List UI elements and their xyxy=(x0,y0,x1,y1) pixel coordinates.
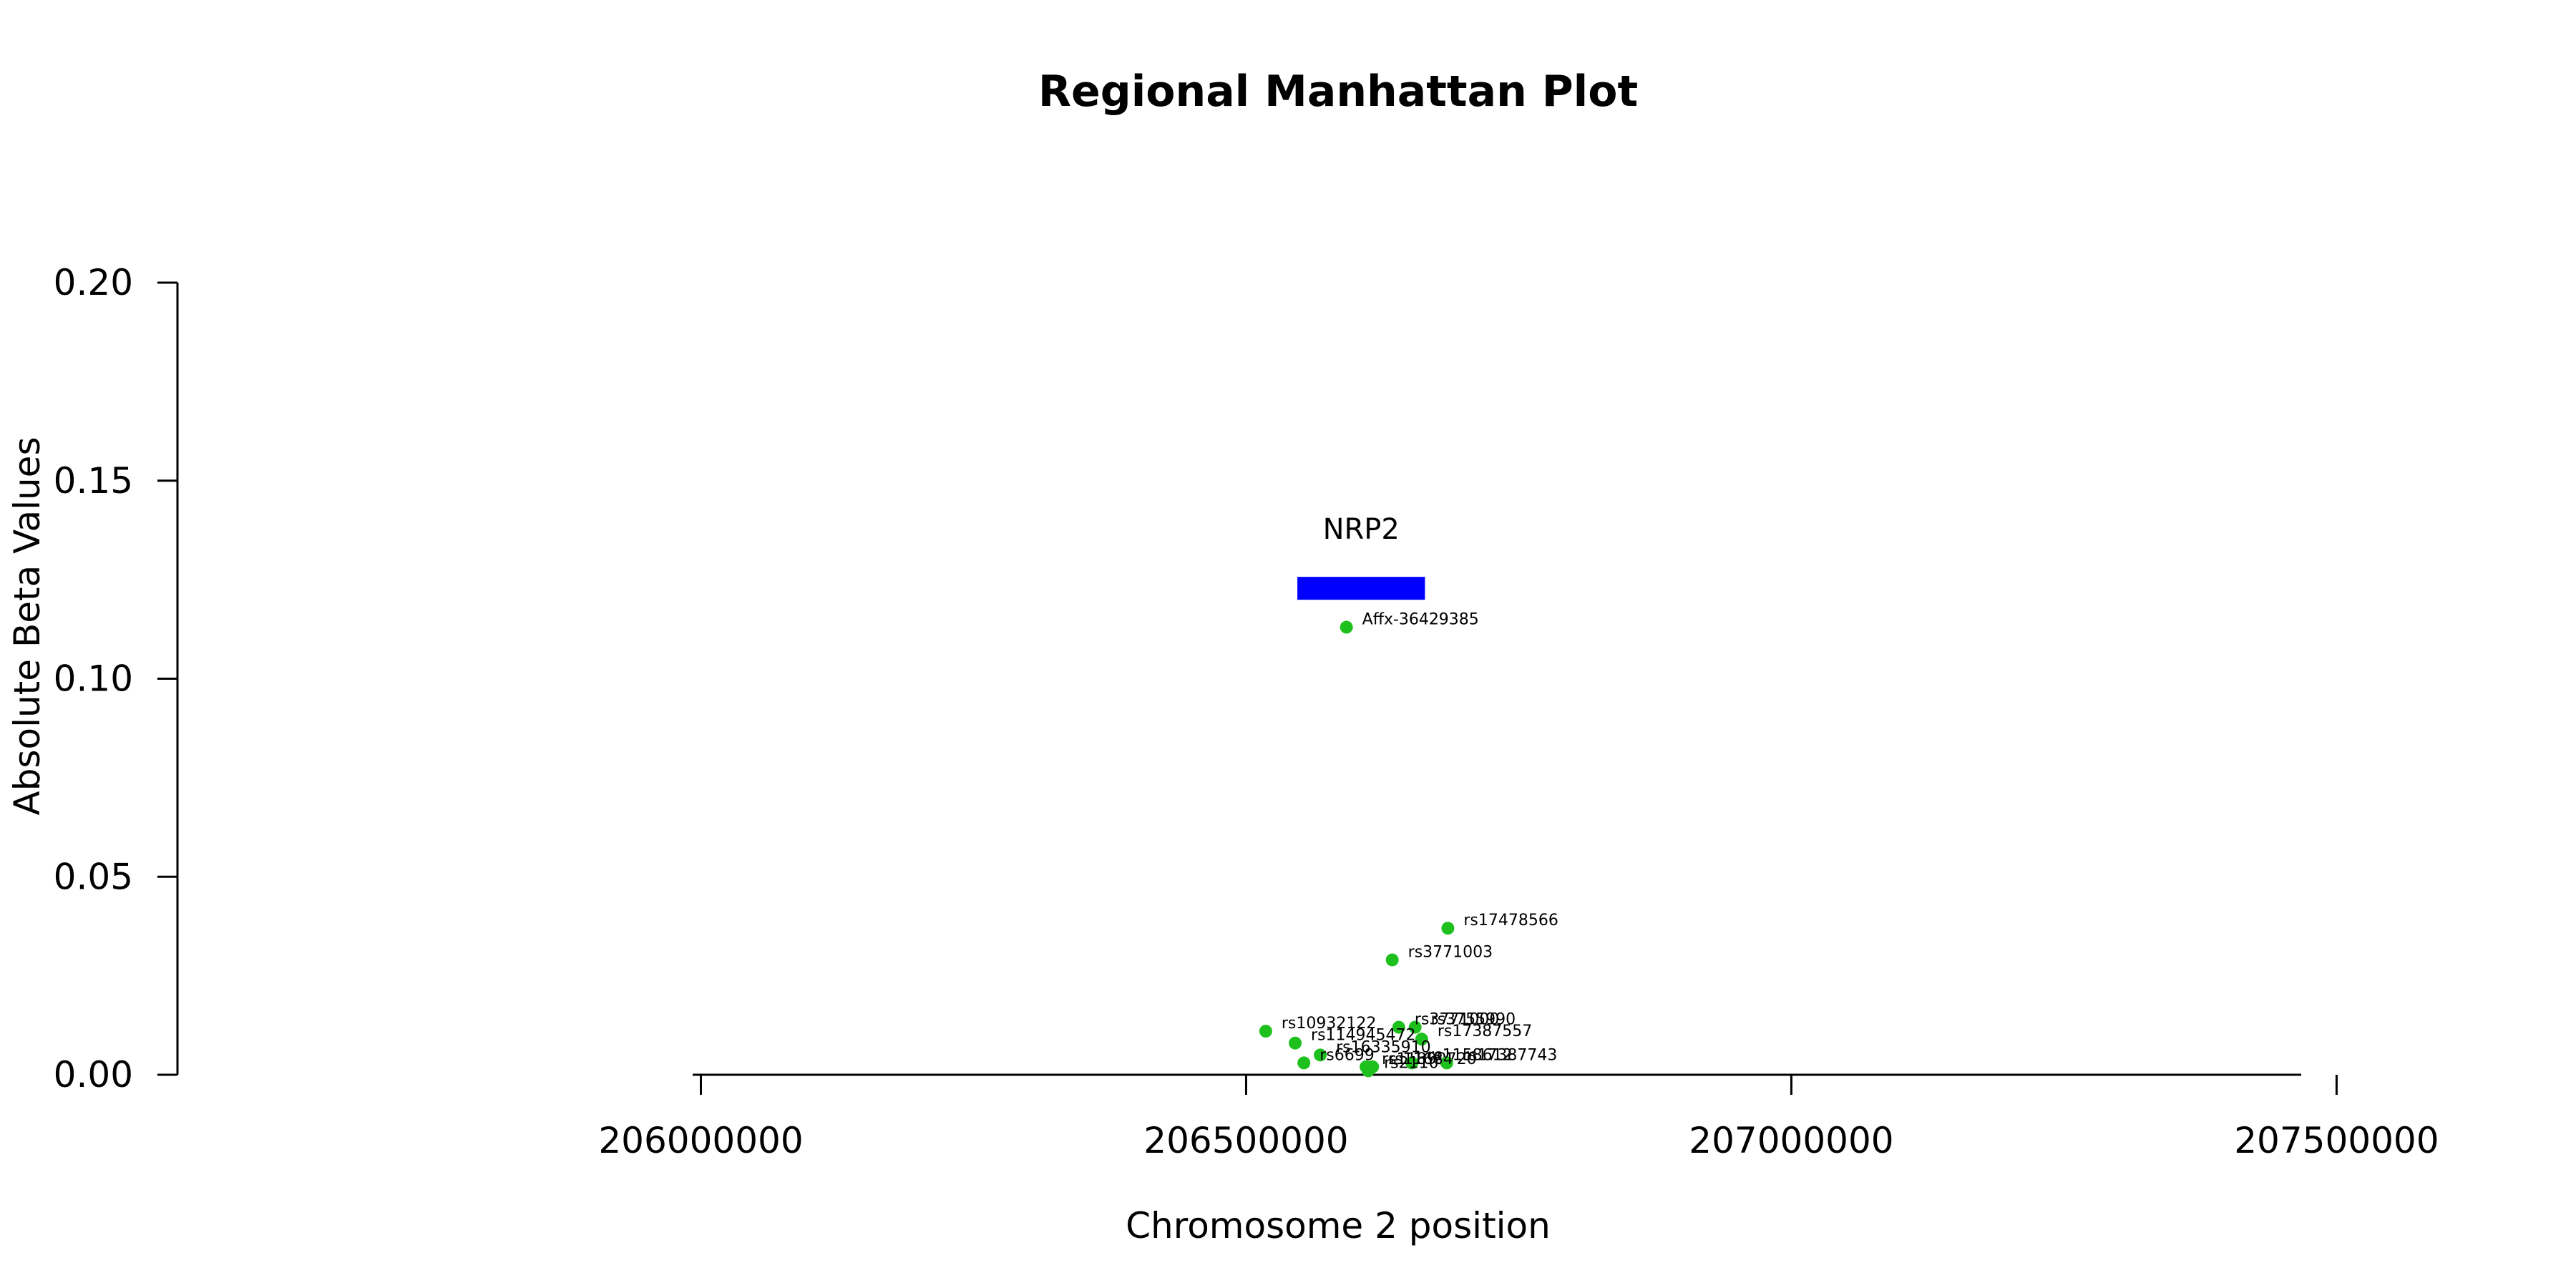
data-point-label: rs10932122 xyxy=(1282,1015,1376,1033)
x-tick-label: 207000000 xyxy=(1689,1120,1893,1161)
data-point xyxy=(1405,1056,1419,1070)
gene-track: NRP2 xyxy=(1297,513,1425,600)
data-point-label: rs3755990 xyxy=(1431,1011,1516,1029)
y-tick-label: 0.05 xyxy=(54,856,133,897)
data-point-label: rs3771000 xyxy=(1415,1011,1500,1029)
data-point xyxy=(1340,620,1353,634)
data-point xyxy=(1408,1020,1422,1034)
data-point xyxy=(1440,1056,1453,1070)
data-points: Affx-36429385 rs17478566 rs3771003 rs109321… xyxy=(1259,611,1558,1078)
data-point xyxy=(1289,1036,1302,1050)
data-point xyxy=(1441,922,1455,935)
data-point xyxy=(1415,1033,1428,1046)
data-point-label: rs17387557 xyxy=(1438,1023,1532,1040)
gene-label: NRP2 xyxy=(1323,513,1400,546)
chart-title: Regional Manhattan Plot xyxy=(1038,67,1638,117)
y-tick-label: 0.00 xyxy=(54,1054,133,1096)
data-point-label: rs114945472 xyxy=(1311,1027,1415,1045)
data-point xyxy=(1366,1060,1380,1073)
data-point xyxy=(1314,1048,1327,1062)
data-point-label: rs17387743 xyxy=(1463,1046,1557,1064)
data-point-label: rs17478566 xyxy=(1463,912,1558,930)
x-tick-label: 206000000 xyxy=(598,1120,803,1161)
x-tick-label: 206500000 xyxy=(1143,1120,1348,1161)
data-point xyxy=(1297,1056,1311,1070)
x-axis-label: Chromosome 2 position xyxy=(1126,1205,1551,1246)
y-axis: 0.00 0.05 0.10 0.15 0.20 xyxy=(54,262,179,1096)
data-point-label: rs16335910 xyxy=(1336,1038,1430,1056)
data-point xyxy=(1259,1025,1272,1038)
y-tick-label: 0.15 xyxy=(54,460,133,502)
data-point-label: rs3771003 xyxy=(1408,943,1493,961)
y-axis-label: Absolute Beta Values xyxy=(6,437,48,816)
data-point-label: Affx-36429385 xyxy=(1362,611,1479,629)
x-tick-label: 207500000 xyxy=(2234,1120,2439,1161)
x-axis: 206000000 206500000 207000000 207500000 xyxy=(598,1073,2439,1161)
data-point xyxy=(1385,953,1399,967)
y-tick-label: 0.10 xyxy=(54,658,133,700)
gene-bar xyxy=(1297,577,1425,600)
data-point xyxy=(1392,1020,1405,1034)
y-tick-label: 0.20 xyxy=(54,262,133,303)
data-point-label: rs2110 xyxy=(1384,1054,1439,1072)
data-point-label: rs11899720 xyxy=(1382,1050,1476,1068)
data-point-label: rs11684 xyxy=(1388,1050,1453,1068)
